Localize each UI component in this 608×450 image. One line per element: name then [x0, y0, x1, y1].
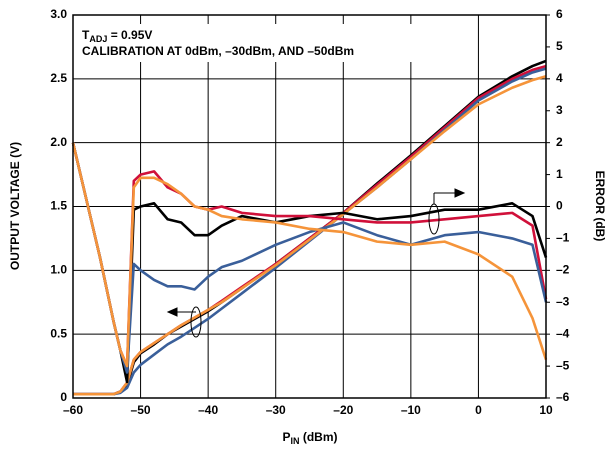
curves	[71, 59, 548, 396]
y2-tick-label: 4	[556, 71, 563, 85]
grid	[72, 14, 547, 399]
y2-tick-label: 1	[556, 167, 563, 181]
x-tick-label: –50	[131, 403, 151, 417]
y2-tick-label: 2	[556, 135, 563, 149]
x-tick-label: –10	[401, 403, 421, 417]
error-curve	[71, 142, 548, 368]
x-tick-label: 0	[475, 403, 482, 417]
y2-tick-label: –3	[556, 294, 570, 308]
y-tick-label: 0.5	[50, 326, 67, 340]
y2-tick-label: –4	[556, 326, 570, 340]
y2-axis-label: ERROR (dB)	[593, 171, 607, 242]
annotation-subscript: ADJ	[89, 34, 107, 44]
x-label-subscript: IN	[291, 436, 300, 446]
annotation-line2: CALIBRATION AT 0dBm, –30dBm, AND –50dBm	[82, 44, 354, 58]
y2-tick-label: 0	[556, 199, 563, 213]
x-tick-label: –30	[266, 403, 286, 417]
y2-tick-label: –2	[556, 263, 570, 277]
y-tick-label: 2.5	[50, 71, 67, 85]
x-axis-label: PIN (dBm)	[282, 430, 337, 446]
y-axis-label: OUTPUT VOLTAGE (V)	[8, 142, 22, 270]
voltage-curve	[73, 75, 547, 396]
x-label-unit: (dBm)	[300, 430, 338, 444]
y-tick-label: 1.0	[50, 263, 67, 277]
y-tick-label: 1.5	[50, 199, 67, 213]
y2-tick-label: 6	[556, 7, 563, 21]
left-arrow	[166, 306, 202, 338]
y2-tick-label: –5	[556, 358, 570, 372]
y2-tick-label: –6	[556, 390, 570, 404]
y-tick-label: 0	[60, 390, 67, 404]
y-tick-label: 3.0	[50, 7, 67, 21]
x-tick-label: –20	[333, 403, 353, 417]
x-label-symbol: P	[282, 430, 290, 444]
x-tick-label: –40	[198, 403, 218, 417]
y2-tick-label: –1	[556, 231, 570, 245]
annotation-value: = 0.95V	[107, 28, 152, 42]
y2-tick-label: 5	[556, 39, 563, 53]
annotation-symbol: T	[82, 28, 90, 42]
annotation-line1: TADJ = 0.95V	[82, 28, 152, 44]
x-tick-label: –60	[63, 403, 83, 417]
right-arrow	[428, 188, 466, 235]
y-tick-label: 2.0	[50, 135, 67, 149]
y2-tick-label: 3	[556, 103, 563, 117]
annotation-box	[75, 24, 453, 62]
x-tick-label: 10	[539, 403, 553, 417]
